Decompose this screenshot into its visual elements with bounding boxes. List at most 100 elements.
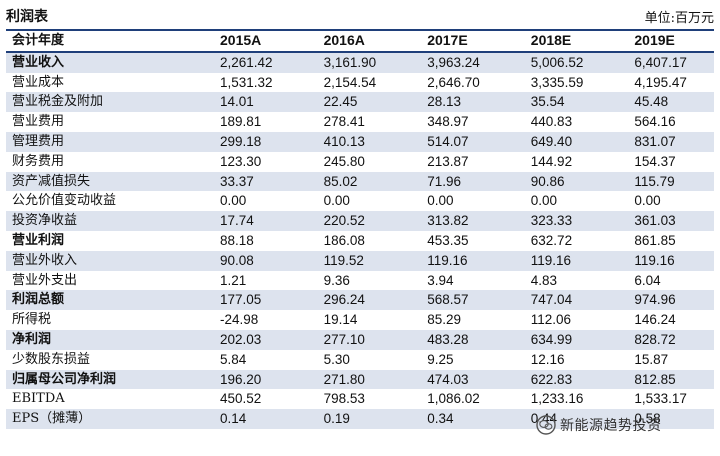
cell-value: 3,335.59 bbox=[530, 74, 584, 90]
row-label: 所得税 bbox=[12, 312, 52, 328]
cell-value: 202.03 bbox=[196, 329, 300, 350]
column-header: 2018E bbox=[506, 31, 611, 53]
header-row: 会计年度 2015A 2016A 2017E 2018E 2019E bbox=[6, 31, 714, 53]
title-row: 利润表 单位:百万元 bbox=[6, 4, 714, 26]
cell-value: 974.96 bbox=[610, 290, 714, 311]
cell-value: 323.33 bbox=[506, 211, 611, 231]
table-row: 净利润 202.03 277.10 483.28 634.99 828.72 bbox=[6, 329, 714, 350]
cell-value: 45.48 bbox=[610, 92, 714, 113]
cell-value: 119.16 bbox=[610, 250, 714, 271]
cell-value: 1,533.17 bbox=[634, 391, 687, 407]
cell-value: 828.72 bbox=[610, 329, 714, 350]
top-rule bbox=[6, 29, 714, 31]
cell-value: 568.57 bbox=[403, 290, 507, 311]
cell-value: 747.04 bbox=[506, 290, 611, 311]
wechat-icon bbox=[536, 415, 556, 435]
cell-value: 0.00 bbox=[323, 193, 350, 209]
column-header: 2015A bbox=[196, 31, 300, 53]
cell-value: 632.72 bbox=[530, 232, 573, 248]
cell-value: 0.00 bbox=[220, 193, 247, 209]
table-row: 营业成本 1,531.32 2,154.54 2,646.70 3,335.59 4,19… bbox=[6, 73, 714, 93]
column-header: 会计年度 bbox=[6, 31, 196, 53]
row-label: 投资净收益 bbox=[6, 211, 196, 231]
cell-value: 812.85 bbox=[610, 369, 714, 390]
cell-value: 5,006.52 bbox=[506, 51, 611, 73]
cell-value: 1,233.16 bbox=[530, 391, 584, 407]
cell-value: 3,963.24 bbox=[403, 51, 507, 73]
table-row: 利润总额 177.05 296.24 568.57 747.04 974.96 bbox=[6, 290, 714, 311]
cell-value: 0.34 bbox=[403, 409, 507, 429]
cell-value: 90.86 bbox=[506, 171, 611, 192]
page-title: 利润表 bbox=[6, 9, 48, 25]
row-label: 营业费用 bbox=[12, 114, 65, 130]
income-statement-table: 会计年度 2015A 2016A 2017E 2018E 2019E 营业收入 2… bbox=[6, 31, 714, 429]
row-label: 营业外收入 bbox=[6, 250, 196, 271]
cell-value: 348.97 bbox=[427, 114, 469, 130]
table-body: 营业收入 2,261.42 3,161.90 3,963.24 5,006.52 6,40… bbox=[6, 51, 714, 429]
cell-value: 22.45 bbox=[299, 92, 404, 113]
column-header: 2016A bbox=[299, 31, 404, 53]
cell-value: 119.16 bbox=[506, 250, 611, 271]
cell-value: 220.52 bbox=[299, 211, 404, 231]
cell-value: 474.03 bbox=[403, 369, 507, 390]
cell-value: 483.28 bbox=[403, 329, 507, 350]
row-label: 资产减值损失 bbox=[6, 171, 196, 192]
cell-value: 0.00 bbox=[634, 193, 661, 209]
table-row: 公允价值变动收益 0.00 0.00 0.00 0.00 0.00 bbox=[6, 191, 714, 211]
cell-value: 28.13 bbox=[403, 92, 507, 113]
table-row: 营业外收入 90.08 119.52 119.16 119.16 119.16 bbox=[6, 250, 714, 271]
cell-value: 4,195.47 bbox=[634, 74, 687, 90]
cell-value: 14.01 bbox=[196, 92, 300, 113]
row-label: 少数股东损益 bbox=[12, 351, 91, 367]
cell-value: 112.06 bbox=[530, 312, 572, 328]
cell-value: 649.40 bbox=[506, 131, 611, 152]
cell-value: 119.52 bbox=[299, 250, 404, 271]
cell-value: 123.30 bbox=[220, 153, 262, 169]
cell-value: 0.19 bbox=[299, 409, 404, 429]
cell-value: 831.07 bbox=[610, 131, 714, 152]
cell-value: 1,531.32 bbox=[220, 74, 273, 90]
cell-value: 19.14 bbox=[323, 312, 358, 328]
row-label: EBITDA bbox=[12, 391, 65, 407]
cell-value: 0.00 bbox=[530, 193, 558, 209]
cell-value: 622.83 bbox=[506, 369, 611, 390]
cell-value: 213.87 bbox=[427, 153, 469, 169]
cell-value: 2,261.42 bbox=[196, 51, 300, 73]
row-label: 利润总额 bbox=[6, 290, 196, 311]
cell-value: 634.99 bbox=[506, 329, 611, 350]
cell-value: 1,086.02 bbox=[427, 391, 480, 407]
cell-value: 5.84 bbox=[220, 351, 247, 367]
cell-value: 271.80 bbox=[299, 369, 404, 390]
table-row: EPS（摊薄） 0.14 0.19 0.34 0.44 0.58 bbox=[6, 409, 714, 429]
cell-value: 440.83 bbox=[530, 114, 573, 130]
cell-value: 4.83 bbox=[530, 272, 558, 288]
column-header: 2017E bbox=[403, 31, 507, 53]
table-row: 营业外支出 1.21 9.36 3.94 4.83 6.04 bbox=[6, 271, 714, 291]
row-label: EPS（摊薄） bbox=[6, 409, 196, 429]
cell-value: 2,646.70 bbox=[427, 74, 480, 90]
cell-value: 33.37 bbox=[196, 171, 300, 192]
cell-value: 313.82 bbox=[403, 211, 507, 231]
row-label: 营业收入 bbox=[6, 51, 196, 73]
table-row: 营业税金及附加 14.01 22.45 28.13 35.54 45.48 bbox=[6, 92, 714, 113]
column-header: 2019E bbox=[610, 31, 714, 53]
cell-value: 115.79 bbox=[610, 171, 714, 192]
table-row: 营业利润 88.18 186.08 453.35 632.72 861.85 bbox=[6, 231, 714, 251]
row-label: 净利润 bbox=[6, 329, 196, 350]
cell-value: 277.10 bbox=[299, 329, 404, 350]
cell-value: 5.30 bbox=[323, 351, 350, 367]
unit-label: 单位:百万元 bbox=[644, 11, 714, 26]
cell-value: 196.20 bbox=[196, 369, 300, 390]
cell-value: 514.07 bbox=[403, 131, 507, 152]
table-row: 营业费用 189.81 278.41 348.97 440.83 564.16 bbox=[6, 112, 714, 132]
cell-value: 35.54 bbox=[506, 92, 611, 113]
table-row: 少数股东损益 5.84 5.30 9.25 12.16 15.87 bbox=[6, 350, 714, 370]
cell-value: 361.03 bbox=[610, 211, 714, 231]
cell-value: 0.58 bbox=[610, 409, 714, 429]
cell-value: 1.21 bbox=[220, 272, 247, 288]
cell-value: 85.29 bbox=[427, 312, 461, 328]
cell-value: 450.52 bbox=[220, 391, 262, 407]
row-label: 财务费用 bbox=[12, 153, 65, 169]
watermark: 新能源趋势投资 bbox=[536, 414, 720, 436]
watermark-text: 新能源趋势投资 bbox=[560, 418, 662, 434]
